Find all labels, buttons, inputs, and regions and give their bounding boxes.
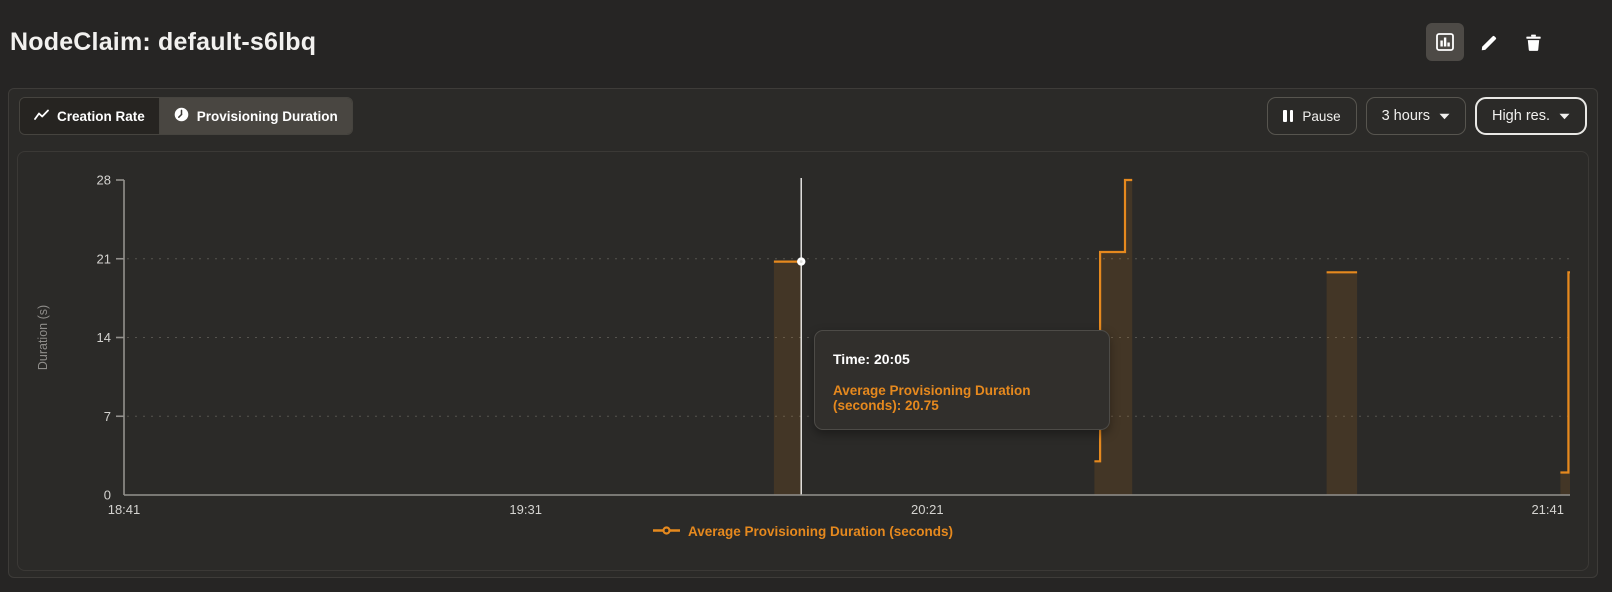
chart-toolbar: Creation Rate Provisioning Duration [19, 97, 1587, 135]
chevron-down-icon [1439, 108, 1450, 124]
provisioning-duration-chart[interactable]: 0 7 14 21 28 18:41 19:31 20:21 21:41 Duration (s) [18, 152, 1590, 520]
svg-text:28: 28 [97, 173, 111, 188]
page-title: NodeClaim: default-s6lbq [10, 27, 317, 56]
header-actions [1426, 23, 1552, 61]
resolution-value: High res. [1491, 108, 1550, 124]
chart-panel: 0 7 14 21 28 18:41 19:31 20:21 21:41 Duration (s)… [17, 151, 1589, 571]
tab-label: Creation Rate [57, 108, 145, 124]
bar-chart-icon [1435, 32, 1455, 52]
legend-line-marker-icon [652, 524, 680, 539]
tooltip-time: Time: 20:05 [833, 351, 910, 367]
svg-text:Duration (s): Duration (s) [36, 305, 50, 370]
chart-tooltip: Time: 20:05 Average Provisioning Duratio… [814, 330, 1110, 430]
pencil-icon [1480, 33, 1499, 52]
pause-label: Pause [1302, 108, 1341, 124]
metrics-card: Creation Rate Provisioning Duration [8, 88, 1598, 578]
pause-button[interactable]: Pause [1267, 97, 1357, 135]
svg-text:0: 0 [104, 488, 111, 503]
metric-tabs: Creation Rate Provisioning Duration [19, 97, 353, 135]
svg-text:18:41: 18:41 [108, 502, 141, 517]
svg-text:7: 7 [104, 409, 111, 424]
pause-icon [1283, 110, 1294, 122]
tab-label: Provisioning Duration [196, 108, 338, 124]
svg-text:20:21: 20:21 [911, 502, 944, 517]
clock-icon [174, 107, 189, 125]
edit-button[interactable] [1470, 23, 1508, 61]
svg-text:14: 14 [97, 330, 111, 345]
tooltip-series-value: Average Provisioning Duration (seconds):… [833, 383, 1031, 413]
tab-creation-rate[interactable]: Creation Rate [20, 98, 159, 134]
resolution-dropdown[interactable]: High res. [1474, 97, 1587, 135]
svg-text:21:41: 21:41 [1531, 502, 1564, 517]
time-range-dropdown[interactable]: 3 hours [1365, 97, 1466, 135]
page-header: NodeClaim: default-s6lbq [0, 0, 1612, 80]
chart-view-button[interactable] [1426, 23, 1464, 61]
trash-icon [1524, 33, 1543, 52]
svg-text:21: 21 [97, 251, 111, 266]
chart-legend[interactable]: Average Provisioning Duration (seconds) [18, 524, 1588, 539]
delete-button[interactable] [1514, 23, 1552, 61]
tab-provisioning-duration[interactable]: Provisioning Duration [158, 98, 352, 134]
chevron-down-icon [1559, 108, 1570, 124]
time-range-value: 3 hours [1381, 108, 1430, 124]
trend-line-icon [34, 109, 49, 124]
legend-label: Average Provisioning Duration (seconds) [687, 524, 954, 539]
toolbar-controls: Pause 3 hours High res. [1267, 97, 1587, 135]
svg-text:19:31: 19:31 [509, 502, 542, 517]
